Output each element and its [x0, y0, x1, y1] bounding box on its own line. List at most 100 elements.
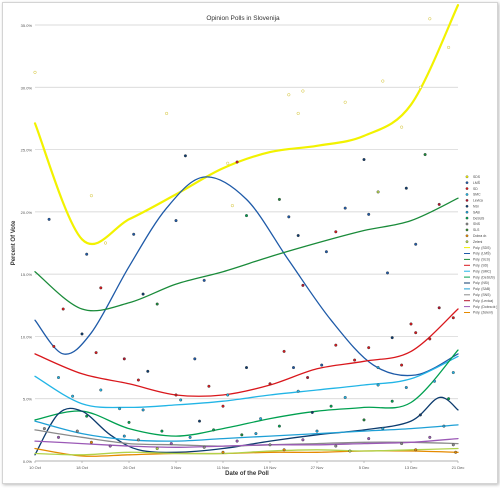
- y-tick-label: 15.0%: [21, 272, 33, 277]
- poll-point: [381, 427, 385, 431]
- poll-point: [301, 89, 305, 93]
- legend-label: SDS: [473, 175, 481, 179]
- poll-point: [226, 393, 230, 397]
- poll-point: [306, 376, 310, 380]
- poll-point: [226, 161, 230, 165]
- x-tick-label: 10 Oct: [29, 465, 42, 470]
- poll-point: [390, 399, 394, 403]
- poll-point: [94, 351, 98, 355]
- poll-point: [376, 190, 380, 194]
- trend-line-2: [34, 197, 459, 312]
- poll-point: [268, 382, 272, 386]
- poll-point: [353, 358, 357, 362]
- legend-marker: [465, 199, 469, 202]
- poll-point: [390, 336, 394, 340]
- poll-point: [437, 202, 441, 206]
- poll-point: [169, 442, 173, 446]
- legend-label: Poly. (SD): [473, 264, 488, 268]
- poll-point: [442, 424, 446, 428]
- poll-point: [235, 439, 239, 443]
- poll-point: [296, 111, 300, 115]
- poll-point: [75, 429, 79, 433]
- poll-point: [301, 283, 305, 287]
- poll-point: [89, 440, 93, 444]
- poll-point: [193, 357, 197, 361]
- trend-line-11: [34, 447, 459, 456]
- poll-point: [103, 241, 107, 245]
- poll-point: [57, 376, 61, 380]
- poll-point: [244, 366, 248, 370]
- poll-point: [52, 344, 56, 348]
- poll-point: [400, 363, 404, 367]
- poll-point: [301, 438, 305, 442]
- legend-marker: [465, 204, 469, 208]
- poll-point: [400, 442, 404, 446]
- poll-point: [277, 197, 281, 201]
- legend-label: Poly. (Levica): [473, 299, 493, 303]
- x-tick-label: 18 Oct: [76, 465, 89, 470]
- legend-label: Levica: [473, 199, 483, 203]
- poll-point: [155, 447, 159, 451]
- poll-point: [122, 357, 126, 361]
- trend-line-8: [34, 429, 459, 447]
- y-tick-label: 20.0%: [21, 210, 33, 215]
- poll-point: [282, 448, 286, 452]
- poll-point: [85, 414, 89, 418]
- poll-point: [188, 435, 192, 439]
- poll-point: [47, 217, 51, 221]
- x-tick-label: 19 Nov: [264, 465, 277, 470]
- trend-line-6: [34, 396, 459, 456]
- poll-point: [404, 386, 408, 390]
- poll-point: [61, 307, 65, 311]
- chart-title: Opinion Polls in Slovenija: [206, 15, 280, 22]
- poll-point: [447, 45, 451, 49]
- poll-point: [202, 278, 206, 282]
- grid-lines: [34, 24, 459, 463]
- poll-point: [324, 250, 328, 254]
- poll-point: [376, 366, 380, 370]
- legend-label: SMC: [473, 193, 481, 197]
- poll-point: [310, 410, 314, 414]
- poll-point: [376, 383, 380, 387]
- x-tick-label: 13 Dec: [405, 465, 418, 470]
- legend-marker: [465, 181, 469, 185]
- poll-point: [132, 232, 136, 236]
- poll-point: [367, 346, 371, 350]
- poll-point: [197, 419, 201, 423]
- poll-point: [447, 397, 451, 401]
- poll-point: [343, 206, 347, 210]
- legend-label: SAB: [473, 210, 481, 214]
- trend-line-1: [34, 176, 459, 377]
- poll-point: [212, 428, 216, 432]
- poll-point: [207, 384, 211, 388]
- poll-point: [414, 242, 418, 246]
- opinion-poll-chart: Opinion Polls in Slovenija 0.0% 5.0% 10.0%…: [11, 0, 497, 477]
- x-tick-label: 21 Dec: [452, 465, 465, 470]
- poll-point: [287, 215, 291, 219]
- poll-point: [296, 234, 300, 238]
- trend-line-4: [34, 355, 459, 409]
- poll-point: [268, 443, 272, 447]
- x-tick-label: 27 Nov: [311, 465, 324, 470]
- poll-point: [141, 292, 145, 296]
- poll-point: [451, 316, 455, 320]
- poll-point: [174, 393, 178, 397]
- legend-label: Poly. (SNS): [473, 293, 490, 297]
- y-tick-label: 30.0%: [21, 85, 33, 90]
- poll-point: [381, 79, 385, 83]
- poll-point: [174, 219, 178, 223]
- poll-point: [155, 302, 159, 306]
- poll-point: [362, 158, 366, 162]
- x-axis-label: Date of the Poll: [225, 471, 269, 477]
- poll-point: [254, 432, 258, 436]
- y-tick-label: 5.0%: [23, 397, 33, 402]
- poll-point: [80, 332, 84, 336]
- poll-point: [136, 378, 140, 382]
- poll-point: [451, 371, 455, 375]
- legend-label: SD: [473, 187, 478, 191]
- poll-point: [343, 100, 347, 104]
- poll-point: [33, 70, 37, 74]
- y-tick-labels: 0.0% 5.0% 10.0% 15.0% 20.0% 25.0% 30.0% 35.0%: [21, 23, 33, 464]
- poll-point: [160, 429, 164, 433]
- poll-point: [221, 450, 225, 454]
